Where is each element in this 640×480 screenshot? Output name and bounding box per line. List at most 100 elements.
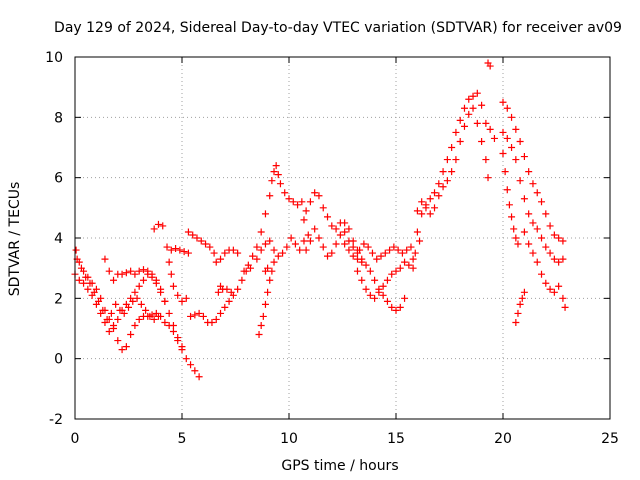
data-point-marker (161, 297, 169, 305)
data-point-marker (165, 258, 173, 266)
data-point-marker (388, 270, 396, 278)
data-point-marker (274, 171, 282, 179)
data-point-marker (356, 246, 364, 254)
data-point-marker (131, 321, 139, 329)
data-point-marker (206, 243, 214, 251)
gridlines (75, 57, 610, 419)
data-point-marker (127, 294, 135, 302)
data-point-marker (443, 156, 451, 164)
data-point-marker (505, 201, 513, 209)
data-point-marker (296, 246, 304, 254)
data-point-marker (514, 309, 522, 317)
data-point-marker (315, 234, 323, 242)
data-point-marker (302, 207, 310, 215)
data-point-marker (394, 246, 402, 254)
data-point-marker (289, 198, 297, 206)
data-point-marker (159, 222, 167, 230)
data-point-marker (456, 137, 464, 145)
data-point-marker (131, 288, 139, 296)
data-point-marker (118, 270, 126, 278)
data-point-marker (276, 180, 284, 188)
data-point-marker (291, 240, 299, 248)
series-track-q (353, 258, 417, 302)
data-point-marker (268, 177, 276, 185)
data-point-marker (512, 234, 520, 242)
data-point-marker (266, 276, 274, 284)
data-point-marker (377, 252, 385, 260)
data-point-marker (217, 255, 225, 263)
data-point-marker (362, 261, 370, 269)
data-point-marker (311, 225, 319, 233)
data-point-marker (510, 225, 518, 233)
data-point-marker (180, 248, 188, 256)
data-point-marker (542, 210, 550, 218)
data-point-marker (349, 237, 357, 245)
data-point-marker (191, 367, 199, 375)
data-point-marker (486, 125, 494, 133)
data-point-marker (403, 246, 411, 254)
data-point-marker (508, 213, 516, 221)
data-point-marker (272, 162, 280, 170)
series-track-v (499, 128, 567, 266)
data-point-marker (383, 276, 391, 284)
data-point-marker (174, 334, 182, 342)
data-point-marker (512, 156, 520, 164)
data-point-marker (221, 303, 229, 311)
data-point-marker (431, 204, 439, 212)
data-point-marker (131, 270, 139, 278)
data-point-marker (110, 276, 118, 284)
series-track-p (356, 237, 424, 263)
data-point-marker (482, 119, 490, 127)
data-point-marker (426, 195, 434, 203)
data-point-marker (304, 231, 312, 239)
chart-title: Day 129 of 2024, Sidereal Day-to-day VTE… (54, 20, 622, 36)
data-point-marker (139, 276, 147, 284)
series-track-x (520, 228, 569, 311)
data-point-marker (234, 285, 242, 293)
data-point-marker (413, 207, 421, 215)
data-point-marker (306, 198, 314, 206)
data-point-marker (418, 198, 426, 206)
data-point-marker (152, 276, 160, 284)
data-point-marker (287, 234, 295, 242)
data-point-marker (240, 267, 248, 275)
data-point-marker (525, 240, 533, 248)
data-point-marker (516, 300, 524, 308)
data-point-marker (210, 249, 218, 257)
data-point-marker (529, 249, 537, 257)
data-point-marker (270, 258, 278, 266)
data-point-marker (294, 201, 302, 209)
y-tick-labels: -2 0 2 4 6 8 10 (45, 50, 63, 428)
data-point-marker (418, 210, 426, 218)
data-point-marker (529, 180, 537, 188)
data-point-marker (405, 261, 413, 269)
data-point-marker (559, 237, 567, 245)
data-point-marker (486, 62, 494, 70)
data-point-marker (345, 246, 353, 254)
data-point-marker (234, 249, 242, 257)
data-point-marker (279, 249, 287, 257)
data-point-marker (484, 174, 492, 182)
data-point-marker (142, 306, 150, 314)
data-point-marker (390, 243, 398, 251)
data-point-marker (443, 177, 451, 185)
data-point-marker (110, 321, 118, 329)
data-point-marker (392, 306, 400, 314)
data-point-marker (178, 297, 186, 305)
data-point-marker (255, 331, 263, 339)
data-point-marker (448, 168, 456, 176)
data-point-marker (520, 195, 528, 203)
series-track-l (255, 258, 278, 339)
data-point-marker (261, 240, 269, 248)
data-point-marker (154, 220, 162, 228)
data-point-marker (328, 249, 336, 257)
data-point-marker (341, 219, 349, 227)
data-point-marker (401, 294, 409, 302)
data-point-marker (298, 198, 306, 206)
data-point-marker (195, 309, 203, 317)
data-point-marker (249, 252, 257, 260)
data-point-marker (283, 243, 291, 251)
data-point-marker (550, 255, 558, 263)
data-point-marker (266, 192, 274, 200)
